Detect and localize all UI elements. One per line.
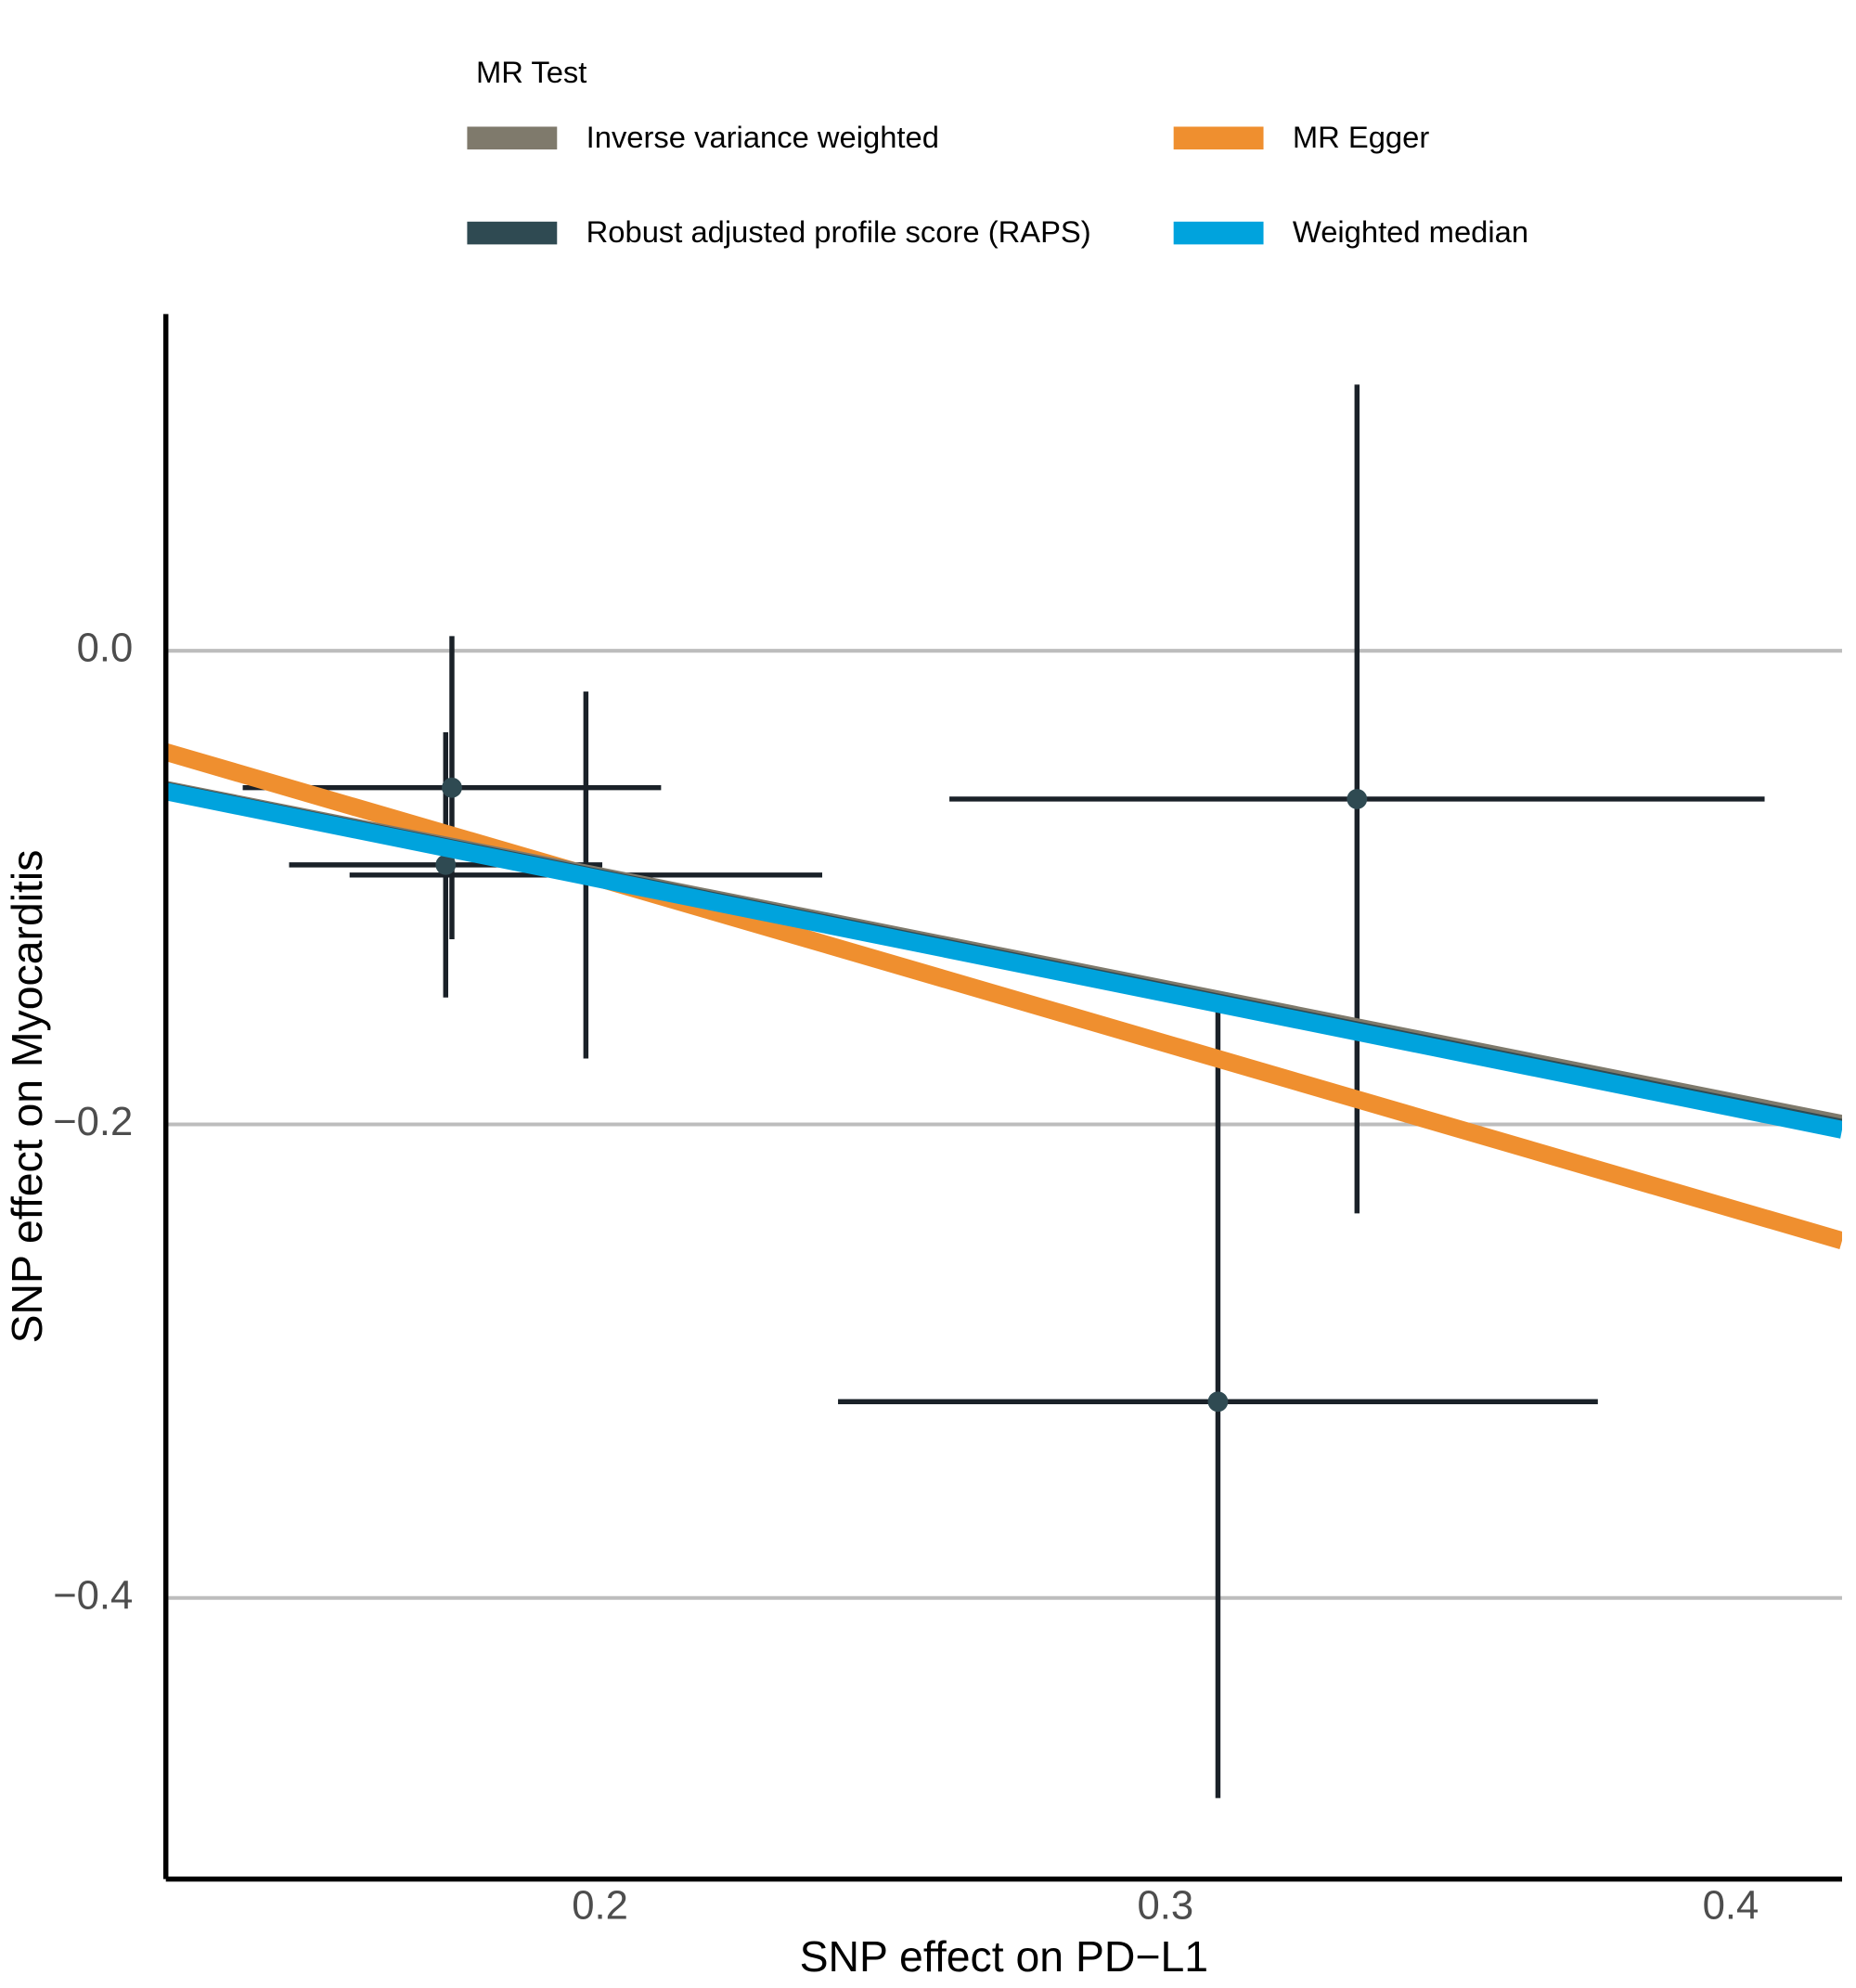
y-tick-label: −0.4 <box>53 1572 133 1618</box>
legend-label: Inverse variance weighted <box>586 120 939 154</box>
legend-swatch <box>467 221 558 245</box>
fit-line <box>165 782 1842 1139</box>
y-axis-title: SNP effect on Myocarditis <box>3 850 51 1344</box>
point <box>1207 1391 1229 1413</box>
y-tick-label: 0.0 <box>77 626 134 671</box>
legend-swatch <box>467 126 558 150</box>
point <box>442 777 462 798</box>
fit-lines <box>165 743 1842 1249</box>
legend-swatch <box>1173 126 1264 150</box>
x-tick-label: 0.3 <box>1137 1883 1193 1929</box>
fit-line <box>165 743 1842 1249</box>
point <box>435 854 457 875</box>
point <box>1347 789 1368 809</box>
y-tick-label: −0.2 <box>53 1099 133 1144</box>
legend-title: MR Test <box>476 55 586 89</box>
legend-swatch <box>1173 221 1264 245</box>
legend-label: Weighted median <box>1293 214 1528 249</box>
x-tick-label: 0.2 <box>572 1883 628 1929</box>
x-tick-label: 0.4 <box>1703 1883 1759 1929</box>
legend-label: Robust adjusted profile score (RAPS) <box>586 214 1091 249</box>
legend-label: MR Egger <box>1293 120 1429 154</box>
x-axis-title: SNP effect on PD−L1 <box>800 1932 1208 1981</box>
